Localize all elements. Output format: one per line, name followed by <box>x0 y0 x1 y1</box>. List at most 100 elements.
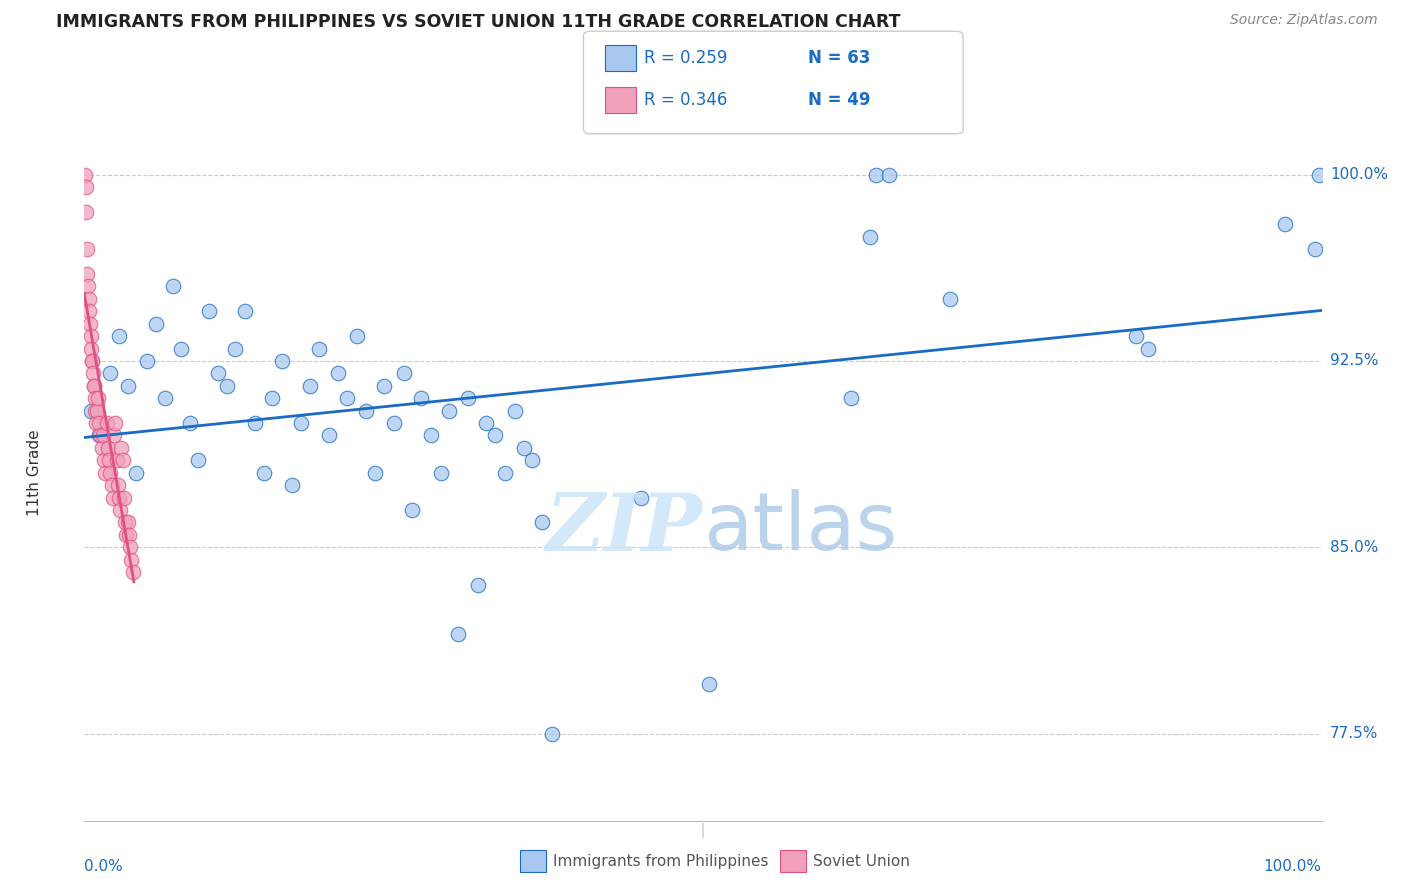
Point <box>101 491 124 505</box>
Point <box>76 242 98 256</box>
Text: N = 63: N = 63 <box>808 49 870 67</box>
Text: R = 0.346: R = 0.346 <box>644 91 727 109</box>
Point <box>503 403 526 417</box>
Point <box>89 428 111 442</box>
Point <box>198 304 221 318</box>
Point <box>512 441 534 455</box>
Point <box>346 329 368 343</box>
Text: 100.0%: 100.0% <box>1330 167 1388 182</box>
Text: N = 49: N = 49 <box>808 91 870 109</box>
Point <box>336 391 359 405</box>
Point <box>82 367 104 381</box>
Point <box>98 367 121 381</box>
Point <box>96 416 118 430</box>
Point <box>1274 217 1296 231</box>
Point <box>94 466 117 480</box>
Point <box>429 466 451 480</box>
Point <box>1137 342 1160 356</box>
Point <box>120 553 142 567</box>
Text: 77.5%: 77.5% <box>1330 726 1378 741</box>
Point <box>522 453 544 467</box>
Point <box>271 354 294 368</box>
Point <box>243 416 266 430</box>
Point <box>253 466 276 480</box>
Point <box>697 677 720 691</box>
Point <box>98 453 121 467</box>
Point <box>108 491 131 505</box>
Point <box>76 267 98 281</box>
Point <box>153 391 176 405</box>
Point <box>439 403 461 417</box>
Text: 85.0%: 85.0% <box>1330 540 1378 555</box>
Point <box>290 416 312 430</box>
Point <box>125 466 148 480</box>
Point <box>1125 329 1147 343</box>
Point <box>939 292 962 306</box>
Point <box>83 379 105 393</box>
Point <box>118 528 141 542</box>
Point <box>105 453 128 467</box>
Point <box>224 342 246 356</box>
Point <box>83 379 105 393</box>
Point <box>373 379 395 393</box>
Point <box>207 367 229 381</box>
Point <box>93 453 115 467</box>
Text: Source: ZipAtlas.com: Source: ZipAtlas.com <box>1230 13 1378 28</box>
Text: R = 0.259: R = 0.259 <box>644 49 727 67</box>
Point <box>117 516 139 530</box>
Point <box>170 342 193 356</box>
Point <box>114 516 136 530</box>
Point <box>79 304 101 318</box>
Point <box>82 354 104 368</box>
Point <box>233 304 256 318</box>
Text: 92.5%: 92.5% <box>1330 353 1378 368</box>
Point <box>162 279 184 293</box>
Point <box>104 416 127 430</box>
Point <box>494 466 516 480</box>
Point <box>86 403 108 417</box>
Point <box>382 416 405 430</box>
Point <box>80 354 103 368</box>
Point <box>107 478 129 492</box>
Text: Immigrants from Philippines: Immigrants from Philippines <box>553 855 768 869</box>
Point <box>145 317 167 331</box>
Point <box>115 528 138 542</box>
Point <box>90 441 112 455</box>
Point <box>281 478 304 492</box>
Point <box>100 478 122 492</box>
Point <box>298 379 321 393</box>
Point <box>841 391 863 405</box>
Point <box>111 453 134 467</box>
Point <box>262 391 284 405</box>
Point <box>89 416 111 430</box>
Point <box>97 441 120 455</box>
Text: atlas: atlas <box>703 490 897 567</box>
Point <box>877 168 900 182</box>
Point <box>1305 242 1327 256</box>
Point <box>84 403 107 417</box>
Point <box>484 428 506 442</box>
Point <box>79 403 101 417</box>
Point <box>108 329 131 343</box>
Point <box>401 503 423 517</box>
Point <box>79 317 101 331</box>
Point <box>75 205 97 219</box>
Point <box>112 491 135 505</box>
Point <box>392 367 415 381</box>
Point <box>630 491 652 505</box>
Point <box>409 391 432 405</box>
Point <box>73 168 96 182</box>
Point <box>121 565 143 579</box>
Point <box>83 391 105 405</box>
Point <box>1308 168 1330 182</box>
Point <box>98 466 121 480</box>
Point <box>308 342 330 356</box>
Point <box>467 577 489 591</box>
Point <box>120 541 142 555</box>
Point <box>318 428 340 442</box>
Point <box>103 428 125 442</box>
Point <box>77 279 100 293</box>
Text: 11th Grade: 11th Grade <box>27 429 42 516</box>
Point <box>457 391 479 405</box>
Point <box>187 453 209 467</box>
